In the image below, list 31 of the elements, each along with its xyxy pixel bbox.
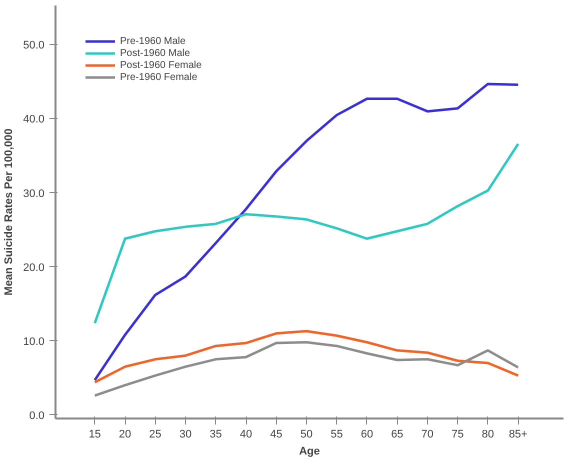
x-tick-label: 15 [88, 428, 101, 440]
legend-label: Post-1960 Male [120, 47, 190, 59]
x-tick-label: 30 [179, 428, 192, 440]
x-tick-label: 25 [149, 428, 162, 440]
x-tick-label: 70 [421, 428, 434, 440]
x-tick-label: 60 [360, 428, 374, 440]
x-tick-label: 40 [240, 428, 252, 440]
x-tick-label: 80 [482, 428, 494, 440]
y-tick-label: 20.0 [23, 262, 45, 274]
legend-label: Pre-1960 Male [120, 35, 186, 47]
x-tick-label: 45 [270, 428, 282, 440]
x-tick-label: 50 [300, 428, 313, 440]
y-tick-label: 50.0 [23, 40, 45, 52]
legend-label: Pre-1960 Female [120, 71, 198, 83]
x-axis-title: Age [299, 446, 320, 458]
y-tick-label: 40.0 [23, 114, 45, 126]
x-tick-label: 65 [391, 428, 404, 440]
legend-label: Post-1960 Female [120, 59, 202, 71]
line-series [94, 142, 520, 324]
y-tick-label: 0.0 [29, 410, 45, 422]
y-tick-label: 30.0 [23, 188, 45, 200]
y-tick-label: 10.0 [23, 336, 45, 348]
x-tick-label: 75 [452, 428, 464, 440]
line-series [94, 330, 520, 384]
x-tick-label: 55 [330, 428, 343, 440]
y-axis-title: Mean Suicide Rates Per 100,000 [3, 128, 16, 296]
line-series [94, 82, 520, 382]
x-tick-label: 35 [210, 428, 222, 440]
x-tick-label: 20 [118, 428, 132, 440]
x-tick-label: 85+ [508, 428, 528, 440]
line-series [94, 341, 520, 397]
